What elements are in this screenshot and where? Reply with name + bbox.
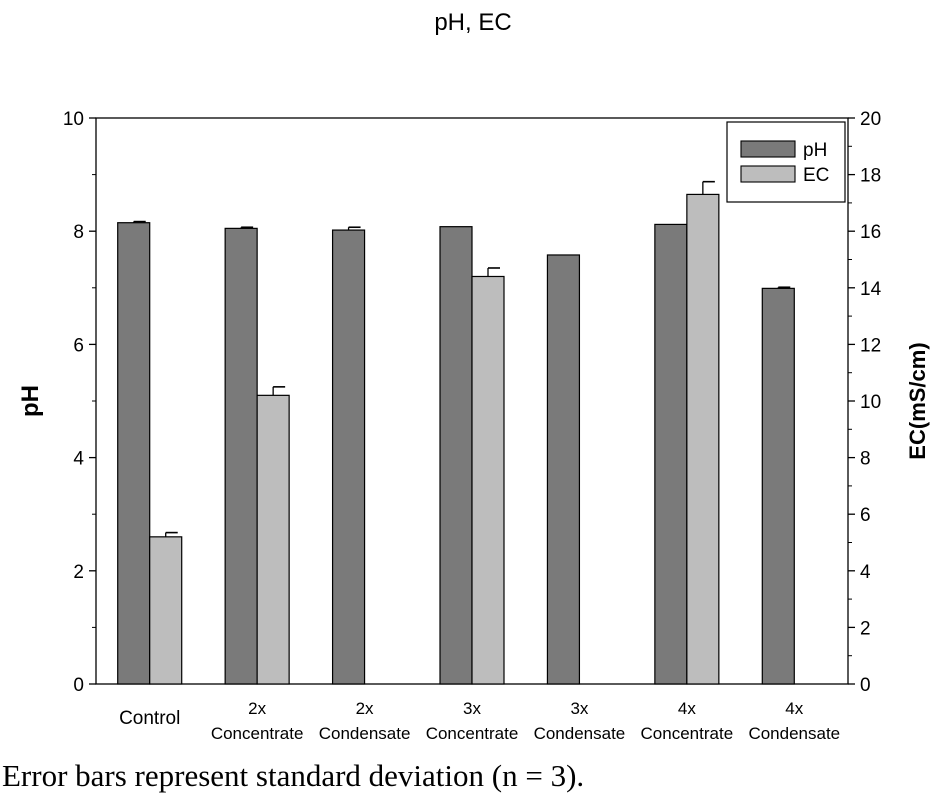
bar-ec bbox=[149, 536, 183, 685]
legend-label-ph: pH bbox=[803, 140, 827, 161]
y2-tick-label: 18 bbox=[860, 166, 881, 187]
bar-ph bbox=[654, 223, 688, 685]
bar-ec bbox=[256, 394, 290, 685]
x-tick-label: Concentrate bbox=[426, 724, 519, 743]
y2-tick-label: 2 bbox=[860, 618, 871, 639]
y-tick-label: 6 bbox=[73, 335, 84, 356]
y2-tick-label: 6 bbox=[860, 505, 871, 526]
legend-box bbox=[726, 121, 846, 203]
y2-tick-label: 12 bbox=[860, 335, 881, 356]
x-tick-label: 2x bbox=[248, 699, 266, 718]
bar-ph bbox=[761, 287, 795, 685]
bar-ph bbox=[546, 254, 581, 685]
legend: pH EC bbox=[726, 121, 846, 203]
y2-axis-label: EC(mS/cm) bbox=[905, 342, 930, 459]
y-tick-label: 0 bbox=[73, 675, 84, 696]
x-tick-label: 3x bbox=[570, 699, 588, 718]
bar-ph bbox=[224, 227, 258, 685]
x-tick-label: 4x bbox=[678, 699, 696, 718]
x-tick-label: 2x bbox=[356, 699, 374, 718]
bar-ph bbox=[331, 229, 366, 685]
figure-caption: Error bars represent standard deviation … bbox=[2, 758, 585, 793]
y2-tick-label: 10 bbox=[860, 392, 881, 413]
bar-ec bbox=[471, 275, 505, 685]
y-axis-label: pH bbox=[17, 385, 44, 417]
x-tick-label: Control bbox=[119, 708, 180, 729]
x-tick-label: Condensate bbox=[319, 724, 411, 743]
y2-tick-label: 4 bbox=[860, 562, 871, 583]
bar-ph bbox=[117, 222, 151, 685]
y-tick-label: 10 bbox=[63, 109, 84, 130]
x-tick-label: Concentrate bbox=[641, 724, 734, 743]
x-tick-label: Concentrate bbox=[211, 724, 304, 743]
y2-tick-label: 0 bbox=[860, 675, 871, 696]
y2-tick-label: 16 bbox=[860, 222, 881, 243]
legend-label-ec: EC bbox=[803, 165, 829, 186]
x-tick-label: Condensate bbox=[534, 724, 626, 743]
legend-swatch-ec bbox=[740, 165, 796, 183]
bar-ph bbox=[439, 226, 473, 685]
chart-title: pH, EC bbox=[434, 9, 511, 36]
chart: pH, EC 0 2 4 6 8 10 0 2 4 6 8 10 12 14 16 18 20 pH EC(mS/c… bbox=[17, 9, 930, 743]
bar-ec bbox=[686, 193, 720, 685]
y2-tick-label: 20 bbox=[860, 109, 881, 130]
y2-tick-label: 8 bbox=[860, 449, 871, 470]
x-tick-label: Condensate bbox=[748, 724, 840, 743]
x-tick-label: 4x bbox=[785, 699, 803, 718]
plot-area: 0 2 4 6 8 10 0 2 4 6 8 10 12 14 16 18 20 pH EC(mS/cm) Contr… bbox=[17, 109, 930, 743]
y-tick-label: 4 bbox=[73, 449, 84, 470]
legend-swatch-ph bbox=[740, 140, 796, 158]
x-tick-label: 3x bbox=[463, 699, 481, 718]
y-tick-label: 2 bbox=[73, 562, 84, 583]
y-tick-label: 8 bbox=[73, 222, 84, 243]
y2-tick-label: 14 bbox=[860, 279, 882, 300]
